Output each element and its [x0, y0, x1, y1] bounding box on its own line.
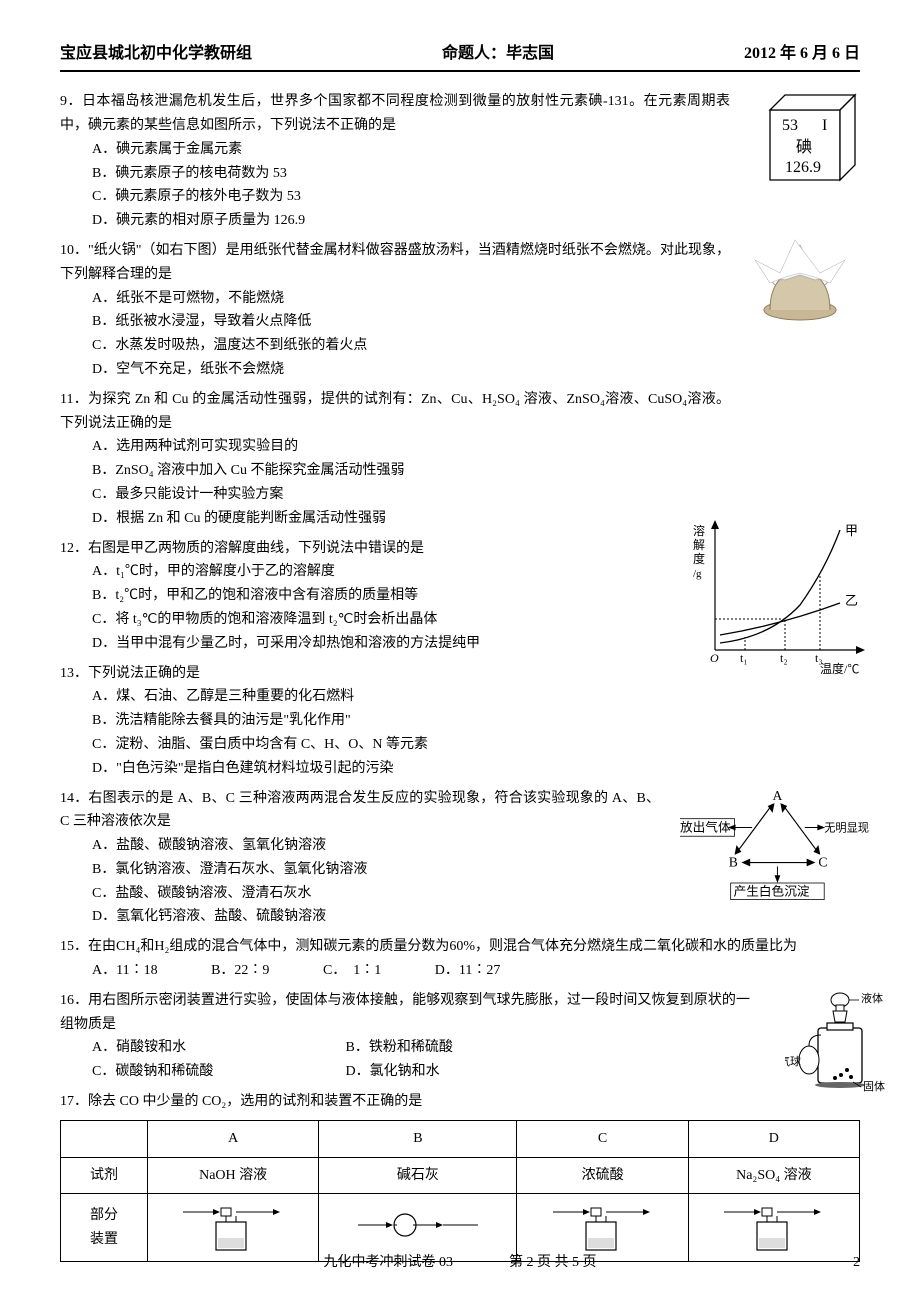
- question-11: 11．为探究 Zn 和 Cu 的金属活动性强弱，提供的试剂有：Zn、Cu、H₂S…: [60, 388, 860, 531]
- q10-opt-a: A．纸张不是可燃物，不能燃烧: [92, 287, 860, 311]
- q13-opt-d: D．"白色污染"是指白色建筑材料垃圾引起的污染: [92, 757, 860, 781]
- header-left: 宝应县城北初中化学教研组: [60, 40, 252, 67]
- q17-text: 17．除去 CO 中少量的 CO₂，选用的试剂和装置不正确的是: [60, 1090, 860, 1114]
- page-number: 2: [853, 1251, 860, 1275]
- q13-opt-b: B．洗洁精能除去餐具的油污是"乳化作用": [92, 709, 860, 733]
- q16-opt-b: B．铁粉和稀硫酸: [346, 1036, 453, 1060]
- q12-opt-d: D．当甲中混有少量乙时，可采用冷却热饱和溶液的方法提纯甲: [92, 632, 670, 656]
- q11-opt-a: A．选用两种试剂可实现实验目的: [92, 435, 860, 459]
- q16-opt-c: C．碳酸钠和稀硫酸: [92, 1060, 292, 1084]
- q14-opt-d: D．氢氧化钙溶液、盐酸、硫酸钠溶液: [92, 905, 860, 929]
- device-liquid: 液体: [861, 991, 883, 1005]
- header-right: 2012 年 6 月 6 日: [744, 40, 860, 67]
- q10-opt-c: C．水蒸发时吸热，温度达不到纸张的着火点: [92, 334, 860, 358]
- row1-b: 碱石灰: [319, 1157, 517, 1194]
- col-d: D: [688, 1120, 859, 1157]
- q13-opt-c: C．淀粉、油脂、蛋白质中均含有 C、H、O、N 等元素: [92, 733, 860, 757]
- q14-text: 14．右图表示的是 A、B、C 三种溶液两两混合发生反应的实验现象，符合该实验现…: [60, 787, 860, 835]
- q16-opt-d: D．氯化钠和水: [346, 1060, 440, 1084]
- question-15: 15．在由CH₄和H₂组成的混合气体中，测知碳元素的质量分数为60%，则混合气体…: [60, 935, 860, 983]
- q15-opt-b: B．22∶9: [211, 959, 269, 983]
- q14-opt-a: A．盐酸、碳酸钠溶液、氢氧化钠溶液: [92, 834, 860, 858]
- q12-text: 12．右图是甲乙两物质的溶解度曲线，下列说法中错误的是: [60, 537, 860, 561]
- q9-opt-a: A．碘元素属于金属元素: [92, 138, 860, 162]
- header-center: 命题人：毕志国: [442, 40, 554, 67]
- q11-opt-b: B．ZnSO₄ 溶液中加入 Cu 不能探究金属活动性强弱: [92, 459, 860, 483]
- col-a: A: [148, 1120, 319, 1157]
- q17-table: A B C D 试剂 NaOH 溶液 碱石灰 浓硫酸 Na₂SO₄ 溶液 部分 …: [60, 1120, 860, 1263]
- q10-text: 10．"纸火锅"（如右下图）是用纸张代替金属材料做容器盛放汤料，当酒精燃烧时纸张…: [60, 239, 860, 287]
- q13-text: 13．下列说法正确的是: [60, 662, 860, 686]
- q14-opt-b: B．氯化钠溶液、澄清石灰水、氢氧化钠溶液: [92, 858, 860, 882]
- q9-opt-d: D．碘元素的相对原子质量为 126.9: [92, 209, 860, 233]
- question-9: 9．日本福岛核泄漏危机发生后，世界多个国家都不同程度检测到微量的放射性元素碘-1…: [60, 90, 860, 233]
- q12-opt-a: A．t₁℃时，甲的溶解度小于乙的溶解度: [92, 560, 670, 584]
- q15-text: 15．在由CH₄和H₂组成的混合气体中，测知碳元素的质量分数为60%，则混合气体…: [60, 935, 860, 959]
- question-13: 13．下列说法正确的是 A．煤、石油、乙醇是三种重要的化石燃料 B．洗洁精能除去…: [60, 662, 860, 781]
- q10-opt-d: D．空气不充足，纸张不会燃烧: [92, 358, 860, 382]
- q9-opt-c: C．碘元素原子的核外电子数为 53: [92, 185, 860, 209]
- content-area: 53 I 碘 126.9 溶 解 度 /g 甲 乙 O t₁ t₂ t₃ 温度/…: [60, 90, 860, 1262]
- page-header: 宝应县城北初中化学教研组 命题人：毕志国 2012 年 6 月 6 日: [60, 40, 860, 72]
- row1-a: NaOH 溶液: [148, 1157, 319, 1194]
- q11-opt-d: D．根据 Zn 和 Cu 的硬度能判断金属活动性强弱: [92, 507, 860, 531]
- q9-text: 9．日本福岛核泄漏危机发生后，世界多个国家都不同程度检测到微量的放射性元素碘-1…: [60, 90, 860, 138]
- q15-opt-c: C． 1∶1: [323, 959, 381, 983]
- question-10: 10．"纸火锅"（如右下图）是用纸张代替金属材料做容器盛放汤料，当酒精燃烧时纸张…: [60, 239, 860, 382]
- q11-text: 11．为探究 Zn 和 Cu 的金属活动性强弱，提供的试剂有：Zn、Cu、H₂S…: [60, 388, 860, 436]
- row1-label: 试剂: [61, 1157, 148, 1194]
- row1-d: Na₂SO₄ 溶液: [688, 1157, 859, 1194]
- q15-opt-a: A．11∶18: [92, 959, 158, 983]
- col-b: B: [319, 1120, 517, 1157]
- q12-opt-b: B．t₂℃时，甲和乙的饱和溶液中含有溶质的质量相等: [92, 584, 670, 608]
- question-17: 17．除去 CO 中少量的 CO₂，选用的试剂和装置不正确的是 A B C D …: [60, 1090, 860, 1262]
- q15-opt-d: D．11∶27: [435, 959, 501, 983]
- q13-opt-a: A．煤、石油、乙醇是三种重要的化石燃料: [92, 685, 860, 709]
- question-16: 16．用右图所示密闭装置进行实验，使固体与液体接触，能够观察到气球先膨胀，过一段…: [60, 989, 860, 1084]
- q16-opt-a: A．硝酸铵和水: [92, 1036, 292, 1060]
- q12-opt-c: C．将 t₃℃的甲物质的饱和溶液降温到 t₂℃时会析出晶体: [92, 608, 670, 632]
- col-c: C: [517, 1120, 688, 1157]
- question-12: 12．右图是甲乙两物质的溶解度曲线，下列说法中错误的是 A．t₁℃时，甲的溶解度…: [60, 537, 860, 656]
- page-footer: 九化中考冲刺试卷 03 第 2 页 共 5 页: [0, 1251, 920, 1275]
- q16-text: 16．用右图所示密闭装置进行实验，使固体与液体接触，能够观察到气球先膨胀，过一段…: [60, 989, 860, 1037]
- q9-opt-b: B．碘元素原子的核电荷数为 53: [92, 162, 860, 186]
- row1-c: 浓硫酸: [517, 1157, 688, 1194]
- q14-opt-c: C．盐酸、碳酸钠溶液、澄清石灰水: [92, 882, 860, 906]
- question-14: 14．右图表示的是 A、B、C 三种溶液两两混合发生反应的实验现象，符合该实验现…: [60, 787, 860, 930]
- device-solid: 固体: [863, 1079, 885, 1093]
- q10-opt-b: B．纸张被水浸湿，导致着火点降低: [92, 310, 860, 334]
- q11-opt-c: C．最多只能设计一种实验方案: [92, 483, 860, 507]
